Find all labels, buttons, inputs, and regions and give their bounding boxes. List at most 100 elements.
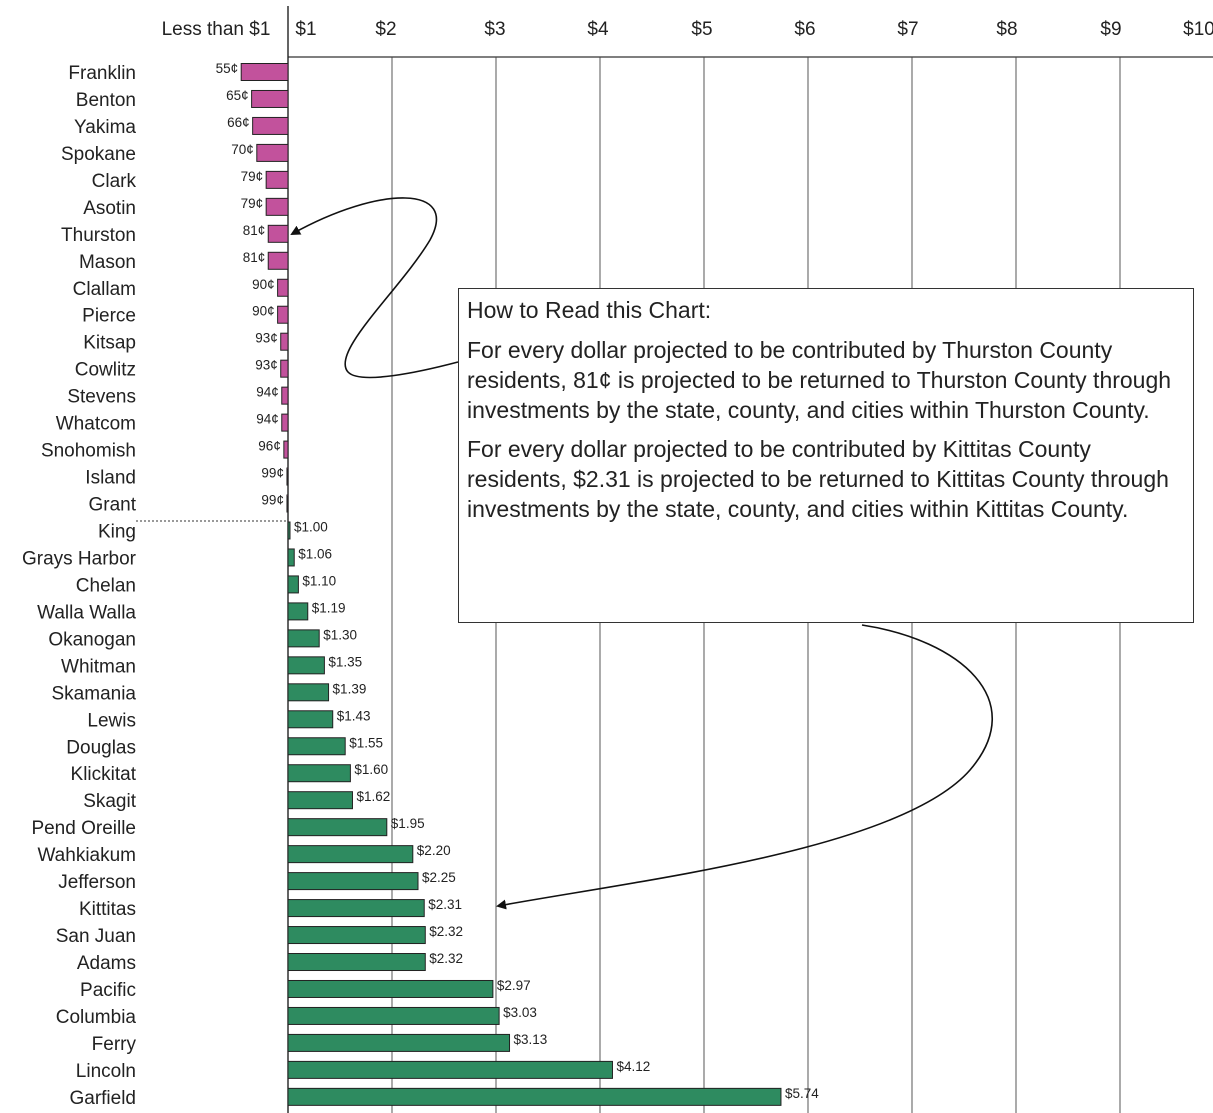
data-label: $1.35 <box>328 654 362 669</box>
bar <box>287 1033 511 1052</box>
data-label: 65¢ <box>226 88 249 103</box>
county-label: Walla Walla <box>37 602 136 623</box>
bar <box>277 305 289 324</box>
data-label: $1.00 <box>294 519 328 534</box>
x-tick-label: $6 <box>794 19 815 40</box>
bar <box>286 467 289 486</box>
bar <box>287 521 291 540</box>
county-label: Okanogan <box>48 629 136 650</box>
county-label: Adams <box>77 953 136 974</box>
data-label: $2.20 <box>417 843 451 858</box>
bar <box>287 899 425 918</box>
kittitas-arrow <box>496 624 993 910</box>
data-label: $3.13 <box>514 1032 548 1047</box>
data-label: $5.74 <box>785 1086 819 1101</box>
bar <box>287 926 426 945</box>
county-label: Clallam <box>73 279 136 300</box>
data-label: 79¢ <box>241 196 264 211</box>
county-label: Chelan <box>76 575 136 596</box>
bar <box>287 602 309 621</box>
bar <box>252 116 289 135</box>
data-label: 79¢ <box>241 169 264 184</box>
data-label: 99¢ <box>261 493 284 508</box>
callout-arrows <box>290 197 993 910</box>
bar <box>283 440 289 459</box>
county-label: Garfield <box>69 1088 136 1109</box>
county-label: Lewis <box>87 710 136 731</box>
data-label: $2.32 <box>429 951 463 966</box>
bar <box>287 683 330 702</box>
x-tick-label: $9 <box>1100 19 1121 40</box>
thurston-arrow <box>290 197 459 379</box>
data-label: 90¢ <box>252 304 275 319</box>
data-label: 81¢ <box>243 223 266 238</box>
data-label: $1.39 <box>333 681 367 696</box>
county-label: Klickitat <box>71 764 137 785</box>
bar <box>280 332 289 351</box>
x-tick-label: $8 <box>996 19 1017 40</box>
county-label: Whatcom <box>56 414 136 435</box>
county-label: Mason <box>79 252 136 273</box>
county-label: Lincoln <box>76 1061 136 1082</box>
bar <box>287 710 334 729</box>
bar <box>287 1087 782 1106</box>
data-label: $1.62 <box>356 789 390 804</box>
x-tick-label: $3 <box>484 19 505 40</box>
data-label: $2.25 <box>422 870 456 885</box>
bar <box>287 953 426 972</box>
county-label: Douglas <box>66 737 136 758</box>
data-label: 93¢ <box>255 331 278 346</box>
bar <box>287 1060 613 1079</box>
data-label: $1.95 <box>391 816 425 831</box>
county-label: Columbia <box>56 1007 137 1028</box>
bar <box>287 818 388 837</box>
county-label: Cowlitz <box>75 360 136 381</box>
county-label: Pacific <box>80 980 136 1001</box>
bar <box>287 1006 500 1025</box>
county-label: Skagit <box>83 791 137 812</box>
county-label: Spokane <box>61 144 136 165</box>
callout-heading: How to Read this Chart: <box>467 297 712 323</box>
county-label: Asotin <box>83 198 136 219</box>
data-label: $2.97 <box>497 978 531 993</box>
bar <box>287 791 353 810</box>
county-label: Thurston <box>61 225 136 246</box>
data-label: $3.03 <box>503 1005 537 1020</box>
data-labels: 55¢ 65¢ 66¢ 70¢ 79¢ 79¢ 81¢ 81¢ 90¢ 90¢ 93¢ 93¢ 94¢ 9… <box>216 61 820 1101</box>
bar <box>287 764 351 783</box>
bars <box>240 63 782 1106</box>
how-to-read-callout: How to Read this Chart: For every dollar… <box>458 288 1194 623</box>
bar <box>287 656 325 675</box>
county-label: Snohomish <box>41 441 136 462</box>
county-label: Stevens <box>67 387 136 408</box>
x-tick-label: Less than $1 <box>162 19 271 40</box>
data-label: $4.12 <box>616 1059 650 1074</box>
x-tick-label: $5 <box>691 19 712 40</box>
county-label: Yakima <box>74 117 136 138</box>
x-tick-label: $10 <box>1183 19 1213 40</box>
county-label: Ferry <box>92 1034 137 1055</box>
x-tick-label: $1 <box>295 19 316 40</box>
county-label: Clark <box>92 171 137 192</box>
data-label: 93¢ <box>255 358 278 373</box>
county-label: Pierce <box>82 306 136 327</box>
county-label: Franklin <box>68 63 136 84</box>
bar <box>277 278 289 297</box>
county-label: Whitman <box>61 656 136 677</box>
x-axis-tick-labels: Less than $1 $1 $2 $3 $4 $5 $6 $7 $8 $9 $10 <box>162 19 1213 40</box>
bar <box>251 89 289 108</box>
data-label: $1.10 <box>302 573 336 588</box>
county-label: Benton <box>76 90 136 111</box>
county-labels: Franklin Benton Yakima Spokane Clark Asotin Th… <box>22 63 137 1109</box>
county-label: Pend Oreille <box>31 818 136 839</box>
data-label: $1.30 <box>323 627 357 642</box>
bar <box>256 143 289 162</box>
county-label: Grant <box>88 495 136 516</box>
data-label: 96¢ <box>258 439 281 454</box>
county-label: Kitsap <box>83 333 136 354</box>
bar <box>287 979 494 998</box>
bar <box>267 251 289 270</box>
data-label: 81¢ <box>243 250 266 265</box>
bar <box>287 845 414 864</box>
